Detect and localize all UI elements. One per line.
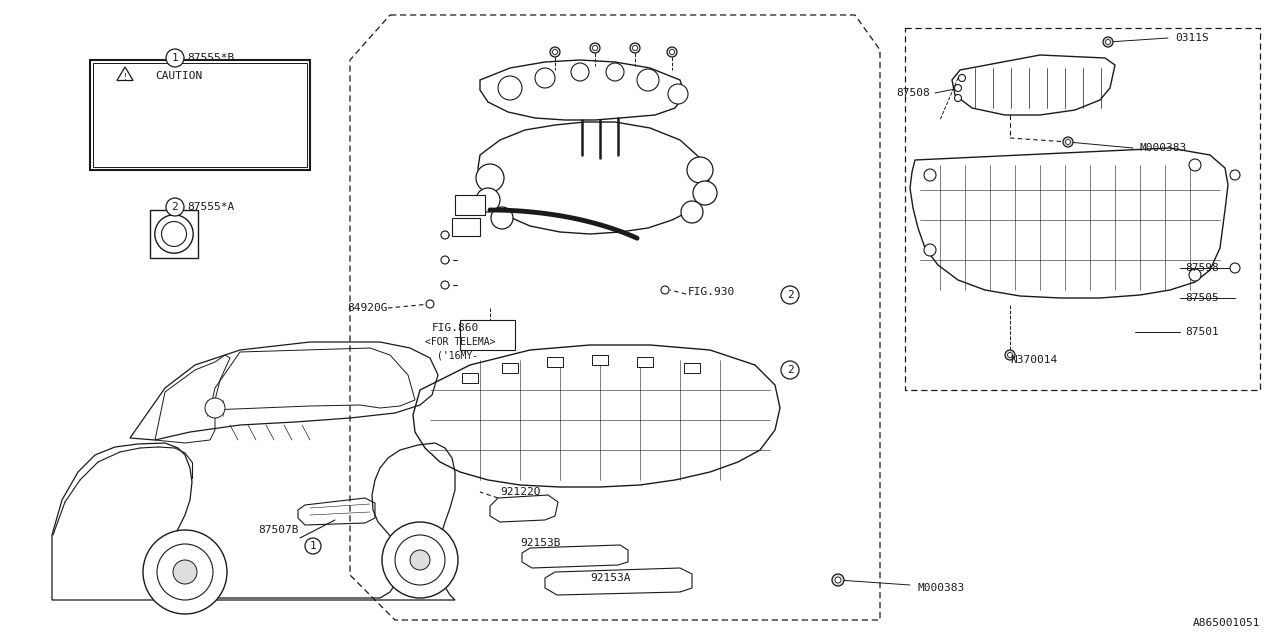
- Text: 87501: 87501: [1185, 327, 1219, 337]
- Circle shape: [166, 198, 184, 216]
- Circle shape: [832, 574, 844, 586]
- Circle shape: [924, 244, 936, 256]
- Text: 2: 2: [172, 202, 178, 212]
- Circle shape: [605, 63, 625, 81]
- Text: 87508: 87508: [896, 88, 931, 98]
- Circle shape: [442, 256, 449, 264]
- Bar: [684, 363, 700, 373]
- Text: M000383: M000383: [1140, 143, 1188, 153]
- Circle shape: [381, 522, 458, 598]
- Text: 87505: 87505: [1185, 293, 1219, 303]
- Bar: [454, 195, 485, 215]
- Text: FIG.860: FIG.860: [433, 323, 479, 333]
- Text: 2: 2: [787, 290, 794, 300]
- Circle shape: [1103, 37, 1114, 47]
- Circle shape: [1189, 269, 1201, 281]
- Circle shape: [305, 538, 321, 554]
- Text: A865001051: A865001051: [1193, 618, 1260, 628]
- Text: 92153A: 92153A: [590, 573, 631, 583]
- Text: 92153B: 92153B: [520, 538, 561, 548]
- Circle shape: [681, 201, 703, 223]
- Bar: [502, 363, 518, 373]
- Circle shape: [632, 45, 637, 51]
- Circle shape: [955, 95, 961, 102]
- Circle shape: [157, 544, 212, 600]
- Text: CAUTION: CAUTION: [155, 71, 202, 81]
- Text: 1: 1: [172, 53, 178, 63]
- Circle shape: [442, 281, 449, 289]
- Circle shape: [687, 157, 713, 183]
- Text: M000383: M000383: [918, 583, 965, 593]
- Circle shape: [1230, 263, 1240, 273]
- Text: 87555*B: 87555*B: [187, 53, 234, 63]
- Text: !: !: [123, 72, 128, 81]
- Circle shape: [1230, 170, 1240, 180]
- Circle shape: [637, 69, 659, 91]
- Circle shape: [955, 84, 961, 92]
- Circle shape: [155, 215, 193, 253]
- Text: 84920G: 84920G: [347, 303, 388, 313]
- Circle shape: [476, 164, 504, 192]
- Text: 1: 1: [310, 541, 316, 551]
- Bar: [90, 60, 310, 170]
- Circle shape: [535, 68, 556, 88]
- Circle shape: [143, 530, 227, 614]
- Circle shape: [166, 49, 184, 67]
- Text: 87555*A: 87555*A: [187, 202, 234, 212]
- Circle shape: [410, 550, 430, 570]
- Circle shape: [669, 49, 675, 54]
- Text: N370014: N370014: [1010, 355, 1057, 365]
- Bar: [460, 320, 515, 350]
- Circle shape: [668, 84, 689, 104]
- Text: ('16MY-: ('16MY-: [436, 350, 479, 360]
- Bar: [452, 218, 480, 236]
- Circle shape: [1189, 159, 1201, 171]
- Circle shape: [781, 361, 799, 379]
- Circle shape: [835, 577, 841, 583]
- Text: <FOR TELEMA>: <FOR TELEMA>: [425, 337, 495, 347]
- Circle shape: [442, 231, 449, 239]
- Bar: [637, 357, 653, 367]
- Circle shape: [1106, 40, 1111, 45]
- Circle shape: [959, 74, 965, 81]
- Circle shape: [205, 398, 225, 418]
- Circle shape: [498, 76, 522, 100]
- Bar: [591, 355, 608, 365]
- Circle shape: [173, 560, 197, 584]
- Circle shape: [630, 43, 640, 53]
- Circle shape: [593, 45, 598, 51]
- Bar: [150, 210, 198, 258]
- Circle shape: [476, 188, 500, 212]
- Circle shape: [1065, 140, 1070, 145]
- Circle shape: [692, 181, 717, 205]
- Bar: [93, 63, 307, 167]
- Circle shape: [924, 169, 936, 181]
- Circle shape: [667, 47, 677, 57]
- Circle shape: [571, 63, 589, 81]
- Text: 87507B: 87507B: [259, 525, 298, 535]
- Circle shape: [1062, 137, 1073, 147]
- Bar: [547, 357, 563, 367]
- Circle shape: [1005, 350, 1015, 360]
- Circle shape: [550, 47, 561, 57]
- Circle shape: [492, 207, 513, 229]
- Bar: [462, 373, 477, 383]
- Circle shape: [161, 221, 187, 246]
- Circle shape: [553, 49, 558, 54]
- Circle shape: [396, 535, 445, 585]
- Circle shape: [660, 286, 669, 294]
- Text: FIG.930: FIG.930: [689, 287, 735, 297]
- Text: 92122Q: 92122Q: [500, 487, 540, 497]
- Circle shape: [1007, 353, 1012, 358]
- Circle shape: [590, 43, 600, 53]
- Text: 0311S: 0311S: [1175, 33, 1208, 43]
- Text: 2: 2: [787, 365, 794, 375]
- Circle shape: [426, 300, 434, 308]
- Circle shape: [781, 286, 799, 304]
- Text: 87598: 87598: [1185, 263, 1219, 273]
